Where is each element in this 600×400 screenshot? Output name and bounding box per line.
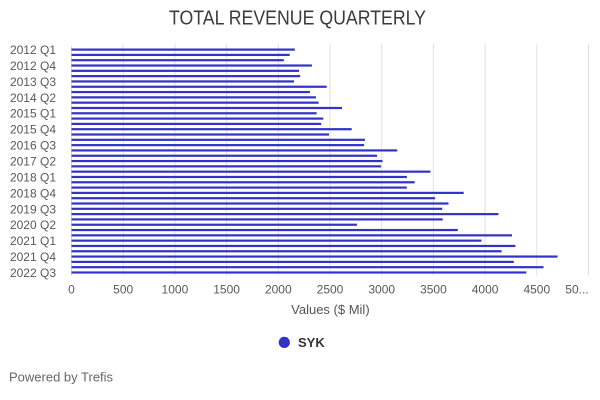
svg-text:2014 Q2: 2014 Q2 bbox=[10, 91, 56, 105]
svg-text:500: 500 bbox=[113, 283, 133, 297]
svg-text:2021 Q4: 2021 Q4 bbox=[10, 250, 56, 264]
svg-text:2000: 2000 bbox=[265, 283, 292, 297]
svg-text:2018 Q4: 2018 Q4 bbox=[10, 186, 56, 200]
svg-text:1000: 1000 bbox=[162, 283, 189, 297]
svg-text:50...: 50... bbox=[565, 283, 588, 297]
svg-text:2015 Q4: 2015 Q4 bbox=[10, 123, 56, 137]
svg-text:4000: 4000 bbox=[472, 283, 499, 297]
svg-text:Powered by Trefis: Powered by Trefis bbox=[9, 369, 114, 384]
svg-text:0: 0 bbox=[68, 283, 75, 297]
svg-text:2013 Q3: 2013 Q3 bbox=[10, 75, 56, 89]
svg-text:3000: 3000 bbox=[368, 283, 395, 297]
svg-text:2020 Q2: 2020 Q2 bbox=[10, 218, 56, 232]
svg-text:2012 Q4: 2012 Q4 bbox=[10, 59, 56, 73]
svg-text:2018 Q1: 2018 Q1 bbox=[10, 170, 56, 184]
svg-text:2019 Q3: 2019 Q3 bbox=[10, 202, 56, 216]
svg-text:2015 Q1: 2015 Q1 bbox=[10, 107, 56, 121]
svg-text:2016 Q3: 2016 Q3 bbox=[10, 139, 56, 153]
svg-text:2021 Q1: 2021 Q1 bbox=[10, 234, 56, 248]
svg-text:SYK: SYK bbox=[298, 335, 325, 350]
svg-text:TOTAL REVENUE QUARTERLY: TOTAL REVENUE QUARTERLY bbox=[169, 8, 426, 30]
svg-text:2500: 2500 bbox=[317, 283, 344, 297]
svg-text:3500: 3500 bbox=[420, 283, 447, 297]
svg-text:4500: 4500 bbox=[523, 283, 550, 297]
svg-text:1500: 1500 bbox=[213, 283, 240, 297]
svg-text:2022 Q3: 2022 Q3 bbox=[10, 266, 56, 280]
svg-text:2017 Q2: 2017 Q2 bbox=[10, 155, 56, 169]
svg-text:Values ($ Mil): Values ($ Mil) bbox=[291, 302, 370, 317]
svg-text:2012 Q1: 2012 Q1 bbox=[10, 43, 56, 57]
